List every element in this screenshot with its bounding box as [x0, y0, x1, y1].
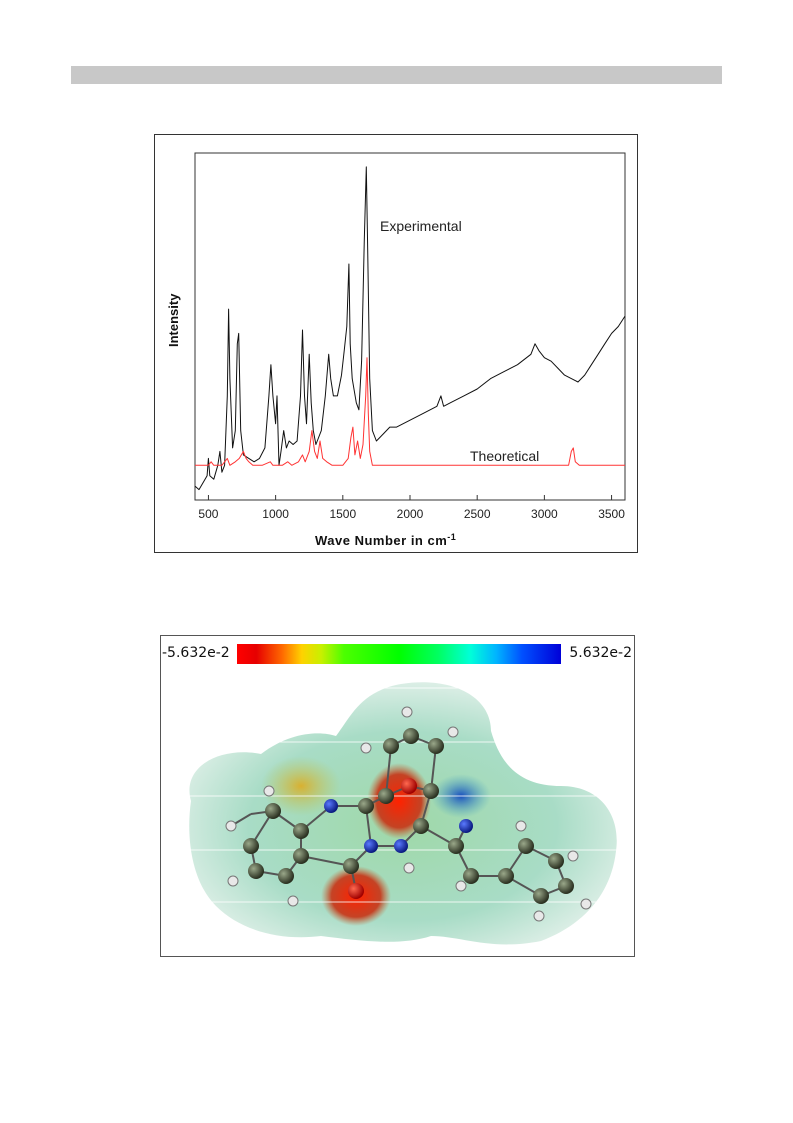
y-axis-label: Intensity	[166, 293, 181, 347]
atom-hydrogen	[227, 875, 239, 887]
molecule-surface-render	[161, 682, 634, 945]
series-line-theoretical	[195, 357, 625, 466]
atom-hydrogen	[263, 785, 275, 797]
atom-carbon	[293, 823, 309, 839]
x-tick-label: 2500	[464, 507, 491, 521]
atom-hydrogen	[403, 862, 415, 874]
atom-hydrogen	[455, 880, 467, 892]
atom-carbon	[278, 868, 294, 884]
atom-hydrogen	[287, 895, 299, 907]
atom-hydrogen	[225, 820, 237, 832]
x-tick-label: 2000	[397, 507, 424, 521]
header-bar	[71, 66, 722, 84]
x-axis-label: Wave Number in cm-1	[315, 532, 456, 548]
electrostatic-potential-figure: -5.632e-2 5.632e-2	[160, 635, 635, 957]
atom-carbon	[248, 863, 264, 879]
atom-carbon	[558, 878, 574, 894]
ir-spectrum-chart: 500 1000 1500 2000 2500 3000 3500 Experimental…	[166, 152, 626, 548]
atom-carbon	[423, 783, 439, 799]
atom-carbon	[343, 858, 359, 874]
atom-carbon	[518, 838, 534, 854]
atom-carbon	[548, 853, 564, 869]
intermediate-region	[261, 756, 341, 816]
atom-carbon	[428, 738, 444, 754]
atom-carbon	[358, 798, 374, 814]
atom-hydrogen	[447, 726, 459, 738]
annotation-theoretical: Theoretical	[470, 448, 539, 464]
atoms	[225, 706, 592, 922]
atom-hydrogen	[567, 850, 579, 862]
x-axis-ticks: 500 1000 1500 2000 2500 3000 3500	[198, 495, 625, 521]
atom-carbon	[498, 868, 514, 884]
atom-carbon	[378, 788, 394, 804]
colorbar-min-label: -5.632e-2	[162, 645, 230, 661]
atom-oxygen	[401, 778, 417, 794]
atom-nitrogen	[459, 819, 473, 833]
atom-hydrogen	[360, 742, 372, 754]
x-tick-label: 1000	[262, 507, 289, 521]
atom-carbon	[463, 868, 479, 884]
atom-hydrogen	[580, 898, 592, 910]
atom-hydrogen	[401, 706, 413, 718]
atom-carbon	[265, 803, 281, 819]
atom-hydrogen	[515, 820, 527, 832]
atom-carbon	[413, 818, 429, 834]
x-axis-label-text: Wave Number in cm	[315, 533, 447, 548]
annotation-experimental: Experimental	[380, 218, 462, 234]
atom-nitrogen	[364, 839, 378, 853]
atom-carbon	[383, 738, 399, 754]
ir-spectrum-figure: 500 1000 1500 2000 2500 3000 3500 Experimental…	[154, 134, 638, 553]
plot-area	[194, 152, 626, 501]
atom-nitrogen	[394, 839, 408, 853]
x-tick-label: 3500	[598, 507, 625, 521]
x-tick-label: 1500	[329, 507, 356, 521]
atom-carbon	[533, 888, 549, 904]
x-tick-label: 500	[198, 507, 218, 521]
colorbar-max-label: 5.632e-2	[569, 645, 632, 661]
atom-carbon	[448, 838, 464, 854]
atom-carbon	[293, 848, 309, 864]
atom-oxygen	[348, 883, 364, 899]
series-layer	[194, 166, 626, 491]
atom-carbon	[243, 838, 259, 854]
x-tick-label: 3000	[531, 507, 558, 521]
atom-nitrogen	[324, 799, 338, 813]
series-line-experimental	[194, 166, 626, 491]
atom-hydrogen	[533, 910, 545, 922]
colorbar	[237, 644, 561, 664]
atom-carbon	[403, 728, 419, 744]
x-axis-label-superscript: -1	[447, 532, 456, 542]
